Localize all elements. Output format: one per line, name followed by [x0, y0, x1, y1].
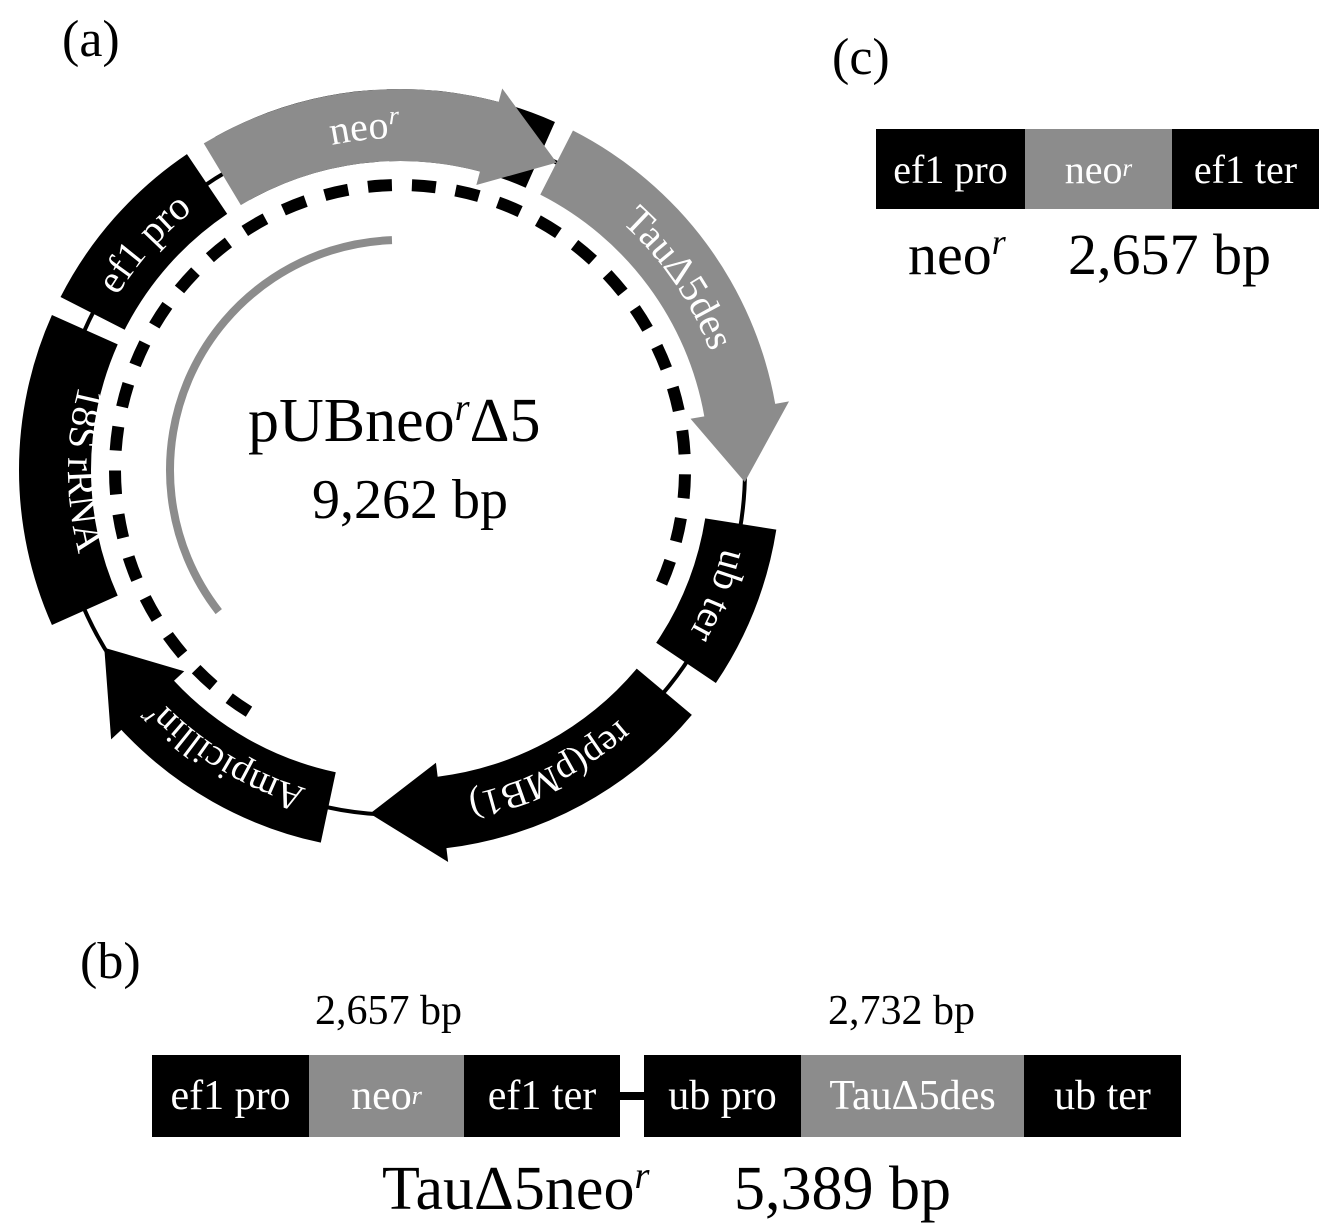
feature-neo-shape: [203, 88, 557, 206]
panel-label-b: (b): [80, 933, 141, 990]
feature-18s-rrna: 18S rRNA: [18, 315, 118, 625]
plasmid-size: 9,262 bp: [312, 469, 508, 531]
feature-18s-rrna-shape: [18, 315, 118, 625]
feature-neo: neor: [203, 88, 557, 206]
construct-b-total: 5,389 bp: [734, 1155, 951, 1223]
construct-b-segment-tau-5des: TauΔ5des: [801, 1055, 1024, 1137]
feature-ef1-pro-shape: [60, 154, 228, 330]
feature-rep-pmb1: rep(pMB1): [369, 668, 692, 863]
feature-18s-rrna-label: 18S rRNA: [59, 384, 114, 556]
inner-dashed-arc: [109, 179, 691, 717]
construct-c-segment-ef1-pro: ef1 pro: [876, 129, 1025, 209]
panel-label-a: (a): [62, 11, 120, 68]
construct-b-segment-ef1-ter: ef1 ter: [464, 1055, 620, 1137]
construct-c-segment-ef1-ter: ef1 ter: [1172, 129, 1319, 209]
construct-b-name: TauΔ5neor: [382, 1154, 650, 1223]
feature-ef1-pro: ef1 pro: [60, 154, 228, 330]
panel-label-c: (c): [832, 29, 890, 86]
feature-ub-ter-shape: [656, 518, 777, 684]
feature-ub-ter: ub ter: [656, 518, 777, 684]
plasmid-name: pUBneorΔ5: [248, 386, 541, 455]
construct-b-segment-ub-ter: ub ter: [1024, 1055, 1181, 1137]
feature-ampicillin: Ampicillinr: [104, 647, 336, 843]
feature-tau-d5des-shape: [540, 130, 789, 483]
feature-ampicillin-shape: [104, 647, 336, 843]
construct-b-segment-ub-pro: ub pro: [644, 1055, 801, 1137]
construct-c-size: 2,657 bp: [1068, 222, 1271, 287]
feature-tau-d5des: TauΔ5des: [540, 130, 789, 483]
feature-rep-pmb1-shape: [369, 668, 692, 863]
inner-gray-arc: [166, 236, 393, 615]
construct-b-segment-ef1-pro: ef1 pro: [152, 1055, 309, 1137]
construct-b-size-right: 2,732 bp: [828, 988, 975, 1034]
construct-c-segment-neo: neo r: [1025, 129, 1172, 209]
construct-c-name: neor: [908, 222, 1006, 287]
construct-b-size-left: 2,657 bp: [315, 988, 462, 1034]
construct-b-segment-neo: neo r: [309, 1055, 464, 1137]
construct-b-linker: [620, 1092, 644, 1100]
